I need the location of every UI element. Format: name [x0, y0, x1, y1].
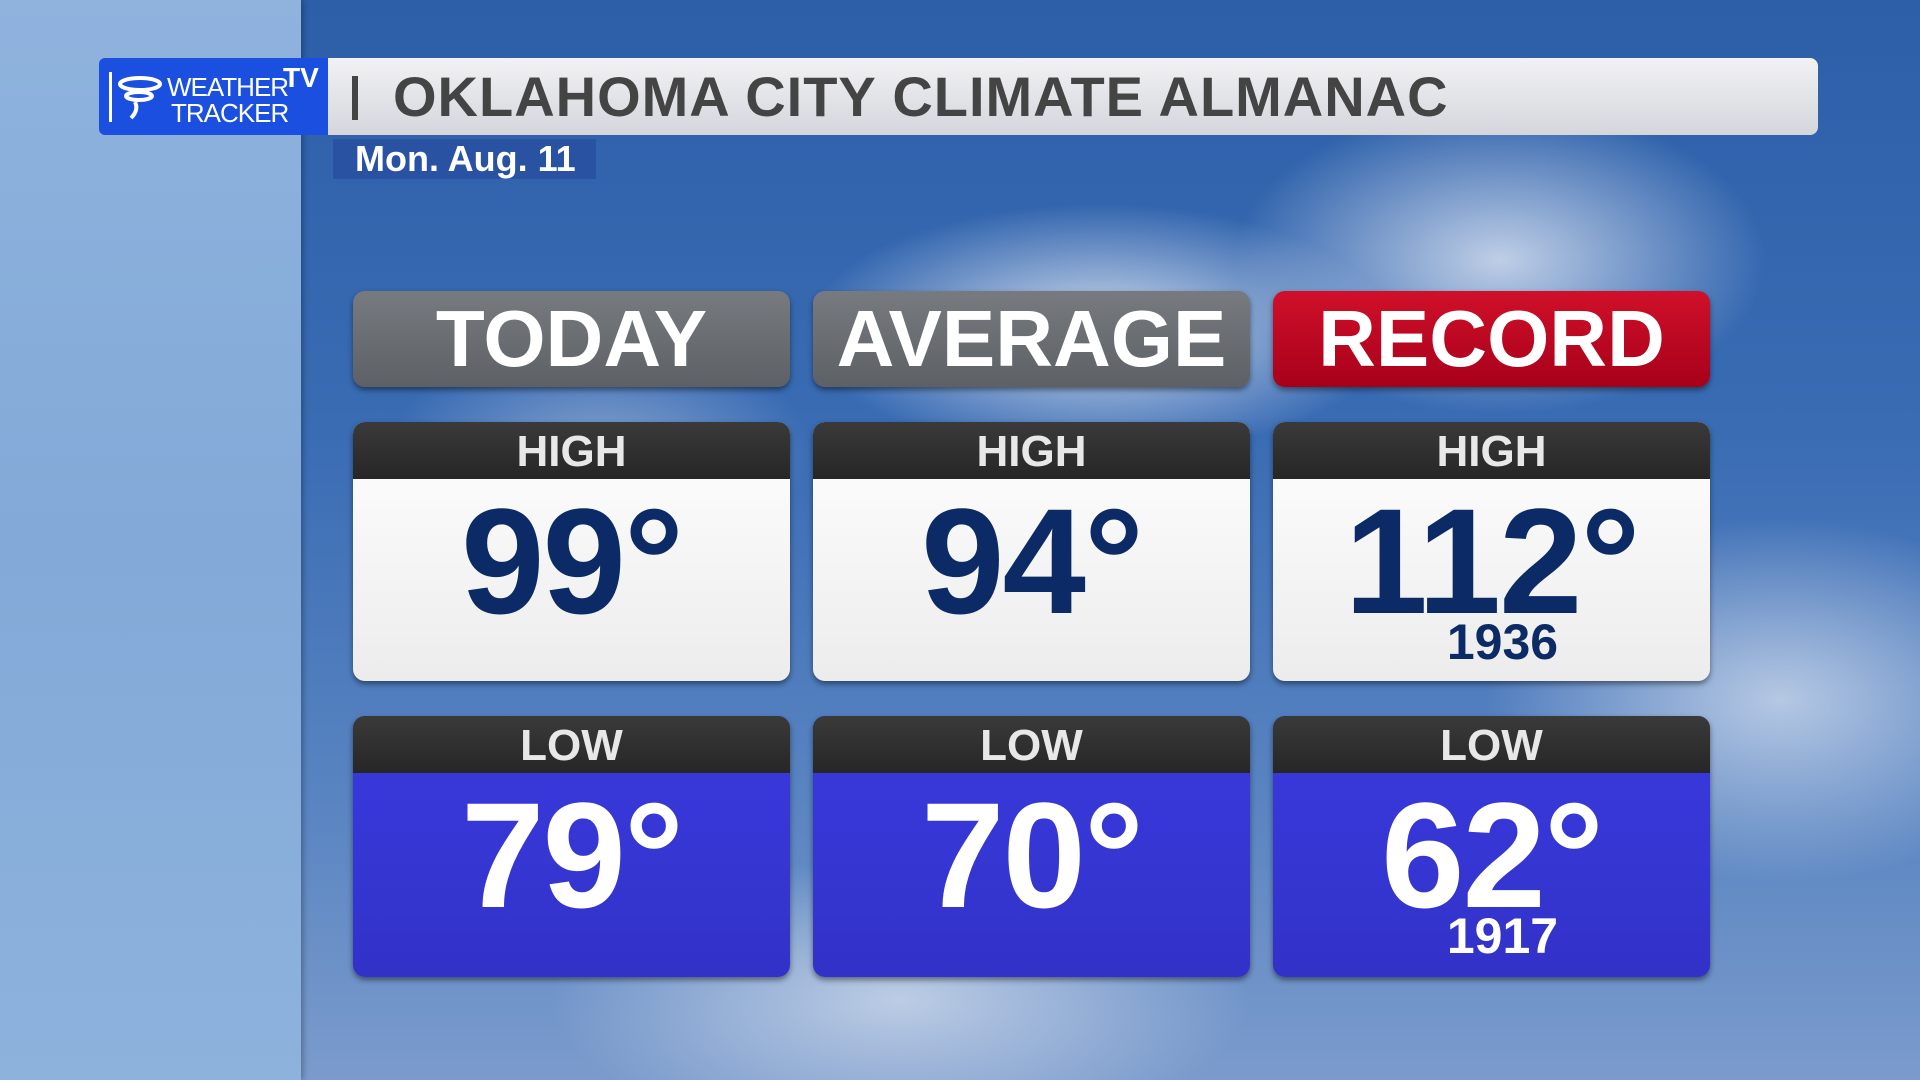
high-label: HIGH: [813, 422, 1250, 479]
logo-bar: [109, 72, 112, 122]
record-year: 1917: [1446, 908, 1559, 964]
high-box: HIGH 94°: [813, 422, 1250, 681]
title: OKLAHOMA CITY CLIMATE ALMANAC: [393, 65, 1449, 128]
column-heading: RECORD: [1273, 291, 1710, 387]
high-label: HIGH: [353, 422, 790, 479]
high-label: HIGH: [1273, 422, 1710, 479]
logo-text: TRACKER: [171, 98, 289, 128]
logo-text: WEATHER: [167, 72, 289, 102]
high-value: 99°: [461, 477, 684, 645]
low-box: LOW 62° 1917: [1273, 716, 1710, 977]
logo-badge: TV: [283, 62, 319, 93]
separator: [352, 76, 358, 120]
logo-icon: [118, 76, 162, 120]
date: Mon. Aug. 11: [333, 139, 596, 179]
low-value: 79°: [461, 771, 684, 939]
high-box: HIGH 99°: [353, 422, 790, 681]
low-value: 62°: [1381, 771, 1604, 939]
low-label: LOW: [353, 716, 790, 773]
record-year: 1936: [1446, 614, 1559, 670]
low-box: LOW 79°: [353, 716, 790, 977]
title-bar: OKLAHOMA CITY CLIMATE ALMANAC: [328, 58, 1818, 135]
low-value: 70°: [921, 771, 1144, 939]
low-label: LOW: [813, 716, 1250, 773]
column-heading: TODAY: [353, 291, 790, 387]
low-label: LOW: [1273, 716, 1710, 773]
high-box: HIGH 112° 1936: [1273, 422, 1710, 681]
column-heading: AVERAGE: [813, 291, 1250, 387]
high-value: 112°: [1344, 477, 1641, 645]
side-panel: [0, 0, 301, 1080]
high-value: 94°: [921, 477, 1144, 645]
low-box: LOW 70°: [813, 716, 1250, 977]
logo: WEATHER TRACKER TV: [99, 58, 328, 135]
